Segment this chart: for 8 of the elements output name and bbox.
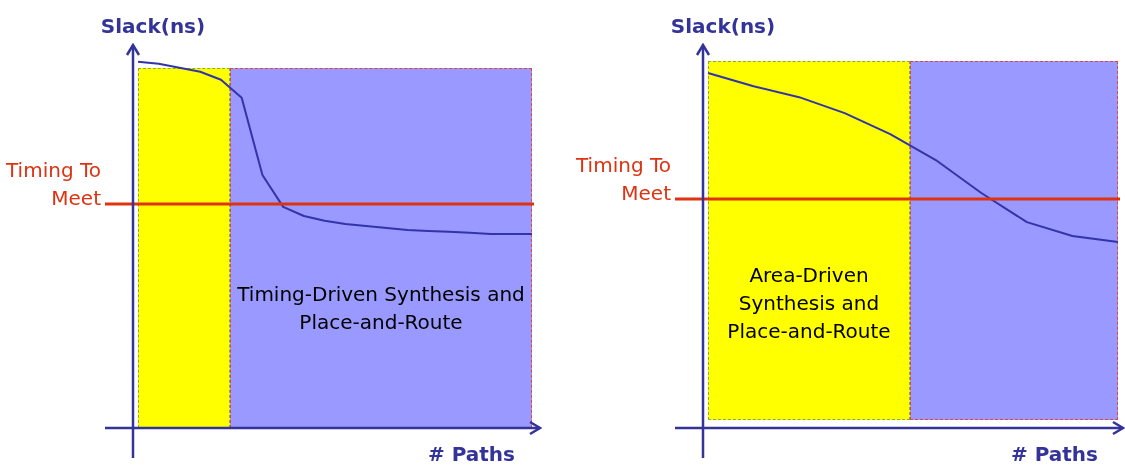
- annotation: Area-Driven Synthesis and Place-and-Route: [727, 263, 891, 344]
- x-axis-title: # Paths: [427, 442, 515, 465]
- y-axis-title: Slack(ns): [100, 14, 206, 38]
- x-axis-title: # Paths: [1010, 442, 1098, 465]
- ref-line-label: Timing To Meet: [575, 153, 672, 206]
- annotation: Timing-Driven Synthesis and Place-and-Route: [236, 282, 525, 335]
- y-axis-title: Slack(ns): [670, 14, 776, 38]
- ref-line-label: Timing To Meet: [5, 158, 102, 211]
